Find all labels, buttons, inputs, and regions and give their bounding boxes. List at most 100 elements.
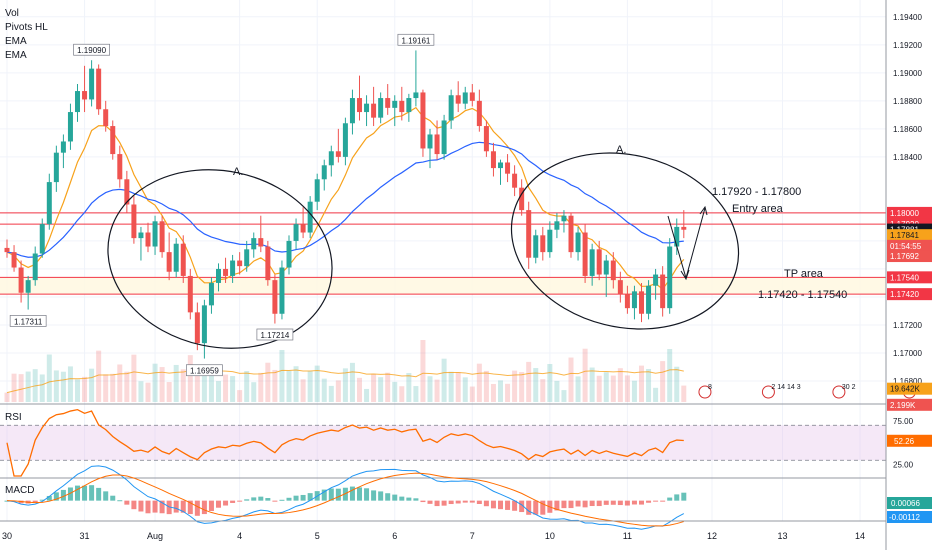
candle-body bbox=[4, 247, 10, 253]
macd-histogram-bar bbox=[617, 500, 623, 506]
volume-bar bbox=[223, 374, 229, 402]
price-tick: 1.18800 bbox=[893, 97, 922, 106]
macd-histogram-bar bbox=[187, 500, 193, 515]
macd-histogram-bar bbox=[441, 500, 447, 506]
volume-bar bbox=[194, 366, 200, 402]
candle-body bbox=[603, 260, 609, 275]
pivot-label: 1.16959 bbox=[190, 367, 219, 376]
macd-histogram-bar bbox=[124, 500, 130, 505]
volume-bar bbox=[490, 383, 496, 402]
price-badge bbox=[887, 239, 932, 252]
candle-body bbox=[427, 134, 433, 149]
candle-body bbox=[462, 92, 468, 104]
candle-body bbox=[378, 98, 384, 118]
candle-body bbox=[251, 238, 257, 250]
macd-histogram-bar bbox=[490, 500, 496, 509]
volume-bar bbox=[18, 374, 24, 402]
macd-histogram-bar bbox=[89, 485, 95, 501]
candle-body bbox=[53, 152, 59, 183]
rsi-band bbox=[0, 425, 886, 461]
volume-bar bbox=[441, 358, 447, 402]
macd-histogram-bar bbox=[60, 489, 66, 501]
price-badge-label: 2.199K bbox=[890, 401, 916, 410]
macd-histogram-bar bbox=[413, 498, 419, 501]
rsi-line bbox=[6, 408, 684, 477]
volume-bar bbox=[674, 366, 680, 402]
volume-bar bbox=[187, 355, 193, 402]
pivot-box bbox=[186, 364, 223, 377]
legend-item-vol[interactable]: Vol bbox=[5, 8, 19, 19]
volume-bar bbox=[378, 377, 384, 402]
candle-body bbox=[519, 187, 525, 211]
price-tick: 1.18400 bbox=[893, 153, 922, 162]
legend-item-ema-2[interactable]: EMA bbox=[5, 50, 27, 61]
volume-bar bbox=[60, 371, 66, 402]
macd-histogram-bar bbox=[519, 500, 525, 513]
candle-body bbox=[512, 173, 518, 188]
macd-histogram-bar bbox=[75, 485, 80, 501]
macd-histogram-bar bbox=[406, 497, 412, 501]
time-tick: 13 bbox=[777, 531, 787, 541]
candle-body bbox=[180, 243, 186, 276]
circle-left[interactable] bbox=[91, 149, 349, 368]
candle-body bbox=[124, 179, 130, 205]
rsi-tick: 25.00 bbox=[893, 461, 914, 470]
volume-bar bbox=[519, 372, 525, 402]
volume-bar bbox=[498, 380, 503, 402]
price-badge bbox=[887, 250, 932, 263]
candle-body bbox=[173, 243, 179, 272]
price-badge-label: 1.18000 bbox=[890, 209, 919, 218]
volume-bar bbox=[533, 368, 539, 402]
price-badge bbox=[887, 271, 932, 284]
volume-bar bbox=[11, 373, 17, 402]
candle-body bbox=[575, 232, 581, 253]
ema-slow-line bbox=[6, 141, 684, 258]
candle-body bbox=[434, 134, 440, 155]
candle-body bbox=[596, 249, 602, 275]
legend-item-pivots[interactable]: Pivots HL bbox=[5, 22, 48, 33]
candle-body bbox=[216, 268, 221, 283]
volume-bar bbox=[110, 373, 116, 402]
circle-right[interactable] bbox=[493, 130, 758, 353]
event-flags: 82 14 14 330 28 bbox=[698, 384, 916, 399]
price-tick: 1.18600 bbox=[893, 125, 922, 134]
candle-body bbox=[279, 267, 285, 314]
price-badge-label: 1.17841 bbox=[890, 231, 919, 240]
macd-histogram-bar bbox=[561, 500, 567, 509]
candle-body bbox=[244, 249, 250, 267]
time-tick: 6 bbox=[392, 531, 397, 541]
candle-body bbox=[420, 92, 426, 149]
volume-bar bbox=[420, 340, 426, 402]
entry-range-text: 1.17920 - 1.17800 bbox=[712, 186, 801, 198]
candle-body bbox=[490, 151, 496, 169]
legend-item-ema-1[interactable]: EMA bbox=[5, 36, 27, 47]
candle-body bbox=[399, 100, 405, 113]
candle-body bbox=[349, 98, 355, 124]
macd-histogram-bar bbox=[603, 500, 609, 505]
event-flag-icon bbox=[698, 385, 712, 399]
time-tick: Aug bbox=[147, 531, 163, 541]
price-axis[interactable]: 1.19400 1.19200 1.19000 1.18800 1.18600 1.184… bbox=[887, 13, 932, 411]
volume-bar bbox=[75, 379, 80, 402]
price-badge bbox=[887, 398, 932, 411]
candle-body bbox=[145, 232, 151, 247]
macd-histogram-bar bbox=[554, 500, 560, 511]
volume-bar bbox=[399, 386, 405, 402]
pivot-label: 1.19161 bbox=[401, 36, 430, 45]
pivot-box bbox=[73, 43, 110, 56]
macd-histogram-bar bbox=[201, 500, 207, 515]
candle-body bbox=[364, 103, 370, 113]
time-tick: 14 bbox=[855, 531, 865, 541]
price-badge bbox=[887, 382, 932, 395]
macd-histogram-bar bbox=[110, 495, 116, 501]
candle-body bbox=[660, 274, 666, 309]
candle-body bbox=[60, 141, 66, 153]
candle-body bbox=[483, 126, 489, 152]
candle-body bbox=[674, 226, 680, 247]
time-axis[interactable]: 30 31 Aug 4 5 6 7 10 11 12 13 14 bbox=[2, 531, 865, 541]
candle-body bbox=[547, 229, 553, 253]
price-badge-label: 01:54:55 bbox=[890, 242, 922, 251]
macd-histogram-bar bbox=[117, 500, 123, 502]
pivot-box bbox=[256, 328, 294, 341]
